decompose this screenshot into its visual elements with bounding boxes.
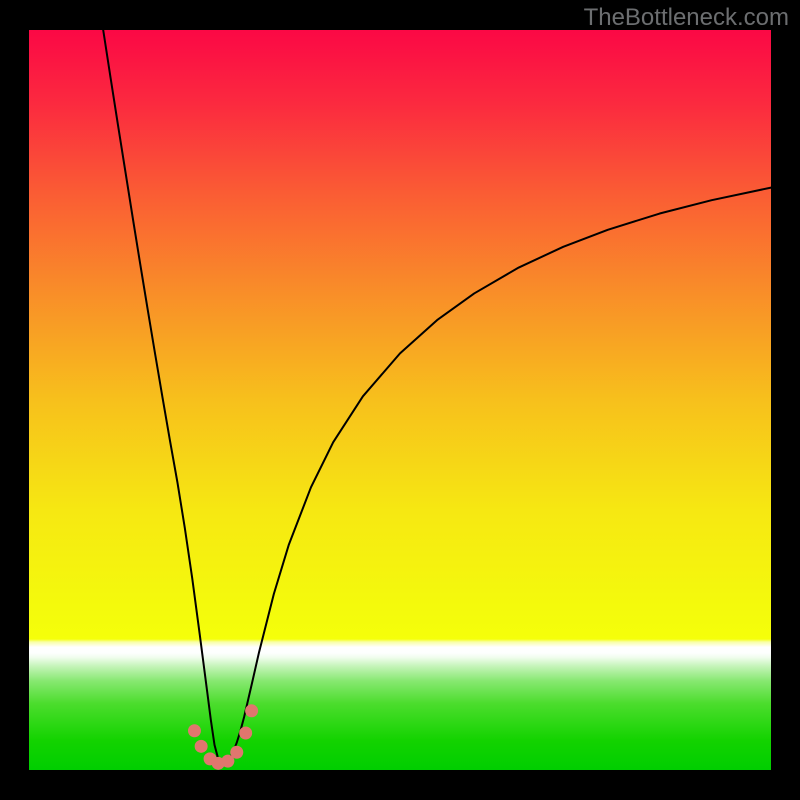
bottleneck-chart [0, 0, 800, 800]
valley-marker [239, 727, 252, 740]
valley-marker [245, 704, 258, 717]
watermark-text: TheBottleneck.com [584, 4, 789, 32]
plot-gradient-area [29, 30, 771, 770]
valley-marker [195, 740, 208, 753]
valley-marker [230, 746, 243, 759]
valley-marker [188, 724, 201, 737]
chart-stage: TheBottleneck.com [0, 0, 800, 800]
